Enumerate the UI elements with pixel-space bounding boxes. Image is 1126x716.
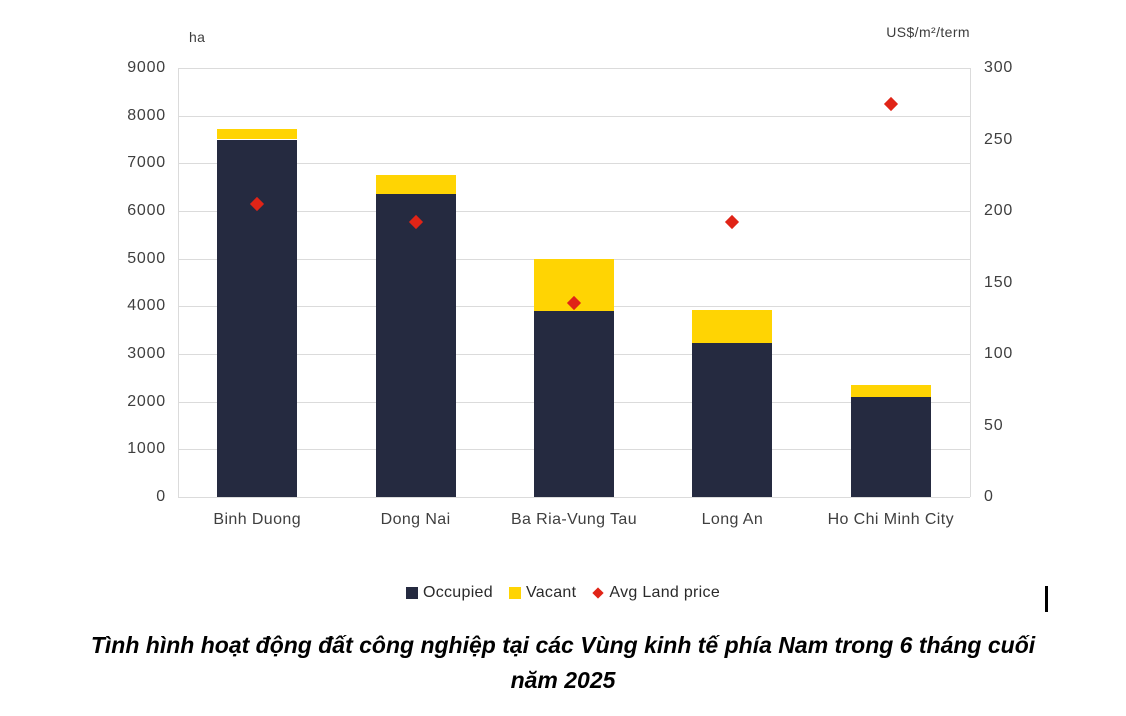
bar-occupied-segment — [217, 139, 298, 497]
avg-land-price-marker — [883, 96, 898, 111]
diamond-marker-icon — [592, 587, 605, 599]
gridline — [178, 163, 970, 164]
plot-right-border — [970, 68, 971, 497]
bar-vacant-segment — [217, 129, 298, 140]
gridline — [178, 68, 970, 69]
x-axis-category-label: Ba Ria-Vung Tau — [510, 511, 638, 528]
legend-item-occupied: Occupied — [405, 584, 493, 602]
avg-land-price-marker — [725, 215, 740, 230]
text-cursor[interactable] — [1045, 586, 1048, 612]
right-axis-tick-label: 300 — [984, 59, 1014, 76]
left-axis-tick-label: 5000 — [127, 249, 166, 267]
legend-label-vacant: Vacant — [525, 584, 577, 601]
right-axis-tick-label: 50 — [984, 416, 1004, 434]
left-axis-tick-label: 6000 — [127, 202, 166, 219]
gridline — [178, 211, 970, 212]
right-axis-tick-label: 150 — [984, 273, 1014, 291]
x-axis-category-label: Ho Chi Minh City — [827, 511, 954, 528]
left-axis-tick-label: 8000 — [127, 106, 166, 124]
left-axis-tick-label: 0 — [156, 488, 166, 505]
plot-left-border — [178, 68, 179, 497]
left-axis-tick-label: 3000 — [127, 345, 166, 362]
right-axis-tick-label: 200 — [984, 202, 1014, 219]
right-axis-tick-label: 0 — [984, 488, 994, 505]
left-axis-tick-label: 4000 — [127, 297, 166, 315]
bar-occupied-segment — [375, 194, 456, 497]
bar-occupied-segment — [534, 311, 614, 497]
bar-vacant-segment — [692, 310, 773, 343]
bar-occupied-segment — [850, 397, 931, 497]
caption-line-1: Tình hình hoạt động đất công nghiệp tại … — [90, 632, 1036, 658]
x-axis-category-label: Long An — [701, 511, 764, 528]
vacant-swatch-icon — [508, 587, 521, 599]
left-axis-tick-label: 1000 — [127, 440, 166, 458]
x-axis-category-label: Binh Duong — [213, 511, 301, 528]
gridline — [178, 116, 970, 117]
x-axis-baseline — [178, 497, 970, 498]
bar-vacant-segment — [850, 385, 931, 398]
bar-occupied-segment — [692, 342, 773, 497]
legend-label-occupied: Occupied — [422, 584, 493, 601]
right-axis-tick-label: 100 — [984, 345, 1014, 362]
left-axis-unit-label: ha — [189, 29, 206, 45]
legend-item-avg-land-price: Avg Land price — [592, 584, 720, 602]
bar-vacant-segment — [375, 175, 456, 195]
legend: Occupied Vacant Avg Land price — [0, 584, 1126, 602]
legend-item-vacant: Vacant — [508, 584, 577, 602]
occupied-swatch-icon — [405, 587, 418, 599]
caption-line-2: năm 2025 — [510, 666, 616, 693]
left-axis-tick-label: 7000 — [127, 154, 166, 172]
left-axis-tick-label: 9000 — [127, 59, 166, 76]
legend-label-avg-land-price: Avg Land price — [609, 584, 721, 601]
left-axis-tick-label: 2000 — [127, 392, 166, 410]
right-axis-tick-label: 250 — [984, 130, 1014, 148]
chart-caption: Tình hình hoạt động đất công nghiệp tại … — [0, 628, 1126, 697]
right-axis-unit-label: US$/m²/term — [886, 24, 970, 40]
x-axis-category-label: Dong Nai — [380, 511, 451, 528]
